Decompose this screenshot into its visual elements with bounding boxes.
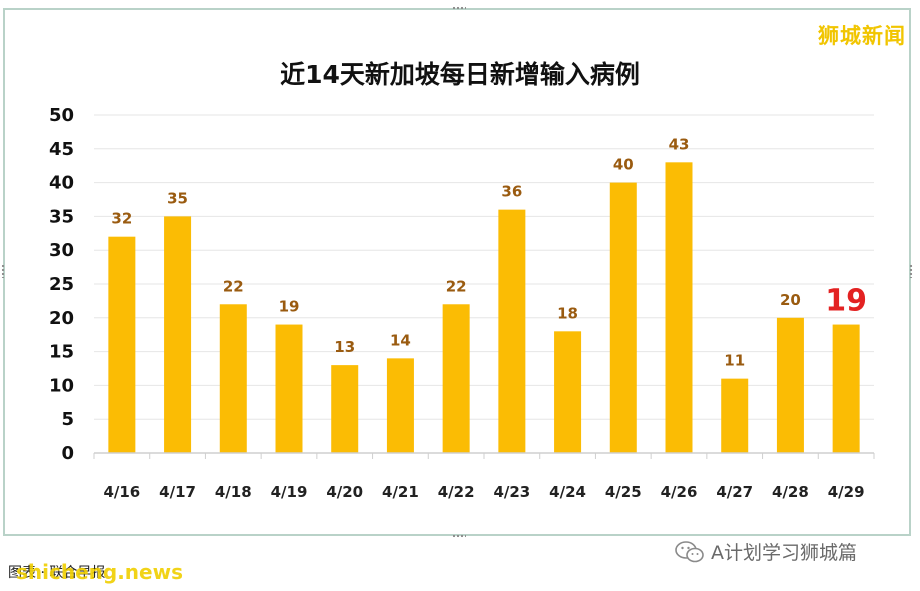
bar-4-19: [275, 324, 303, 453]
axis-layer: 0 5 10 15 20 25 30 35 40 45 50 4/16 4/17 4/18 4/19 4/20…: [49, 105, 875, 501]
x-tick-label: 4/27: [716, 483, 753, 501]
x-tick-label: 4/25: [605, 483, 642, 501]
y-tick-label: 10: [49, 375, 74, 396]
resize-handle-right[interactable]: [909, 264, 913, 278]
data-label: 11: [724, 352, 745, 370]
data-label: 13: [334, 338, 355, 356]
y-tick-label: 45: [49, 139, 74, 160]
source-caption: 图表 · 联合早报: [8, 565, 106, 581]
x-tick-label: 4/20: [326, 483, 363, 501]
y-tick-label: 50: [49, 105, 74, 126]
brand-logo-text: 狮城新闻: [818, 24, 906, 48]
y-tick-label: 25: [49, 274, 74, 295]
bar-4-27: [721, 378, 749, 453]
data-label: 22: [446, 277, 467, 295]
resize-handle-left[interactable]: [1, 264, 5, 278]
data-label: 36: [501, 183, 522, 201]
data-label: 14: [390, 331, 411, 349]
bar-4-28: [776, 317, 804, 453]
label-layer: 32 35 22 19 13 14 22 36 18 40 43 11 20 19: [111, 135, 867, 369]
data-label: 32: [111, 210, 132, 228]
bar-layer: [108, 162, 860, 453]
chart-title: 近14天新加坡每日新增输入病例: [280, 60, 640, 89]
bar-4-26: [665, 162, 693, 453]
grid-layer: [94, 114, 874, 420]
account-name: A计划学习狮城篇: [711, 542, 857, 564]
bar-4-21: [386, 358, 414, 453]
wechat-icon: [675, 540, 705, 563]
x-tick-label: 4/16: [103, 483, 140, 501]
data-label: 19: [825, 284, 867, 319]
x-tick-label: 4/26: [661, 483, 698, 501]
x-tick-label: 4/28: [772, 483, 809, 501]
account-watermark: A计划学习狮城篇: [675, 538, 857, 565]
data-label: 19: [279, 298, 300, 316]
y-tick-label: 30: [49, 240, 74, 261]
x-tick-label: 4/24: [549, 483, 586, 501]
site-watermark: shicheng.news: [16, 560, 183, 584]
bar-4-17: [164, 216, 192, 453]
x-tick-label: 4/17: [159, 483, 196, 501]
x-tick-label: 4/19: [271, 483, 308, 501]
y-tick-label: 20: [49, 308, 74, 329]
x-tick-label: 4/18: [215, 483, 252, 501]
y-tick-label: 5: [61, 409, 74, 430]
bar-4-18: [219, 304, 247, 453]
bar-4-23: [498, 209, 526, 453]
bar-4-24: [554, 331, 582, 453]
y-tick-label: 35: [49, 206, 74, 227]
bar-4-16: [108, 236, 136, 453]
x-tick-label: 4/29: [828, 483, 865, 501]
data-label: 20: [780, 291, 801, 309]
bar-4-29: [832, 324, 860, 453]
y-tick-label: 40: [49, 173, 74, 194]
bar-4-22: [442, 304, 470, 453]
y-tick-label: 15: [49, 342, 74, 363]
data-label: 43: [669, 135, 690, 153]
data-label: 35: [167, 189, 188, 207]
data-label: 40: [613, 156, 634, 174]
bar-4-25: [609, 182, 637, 453]
data-label: 22: [223, 277, 244, 295]
resize-handle-bottom[interactable]: [452, 534, 466, 538]
data-label: 18: [557, 304, 578, 322]
bar-4-20: [331, 365, 359, 453]
y-tick-label: 0: [61, 443, 74, 464]
x-tick-label: 4/21: [382, 483, 419, 501]
x-tick-label: 4/22: [438, 483, 475, 501]
x-tick-label: 4/23: [493, 483, 530, 501]
resize-handle-top[interactable]: [452, 6, 466, 10]
